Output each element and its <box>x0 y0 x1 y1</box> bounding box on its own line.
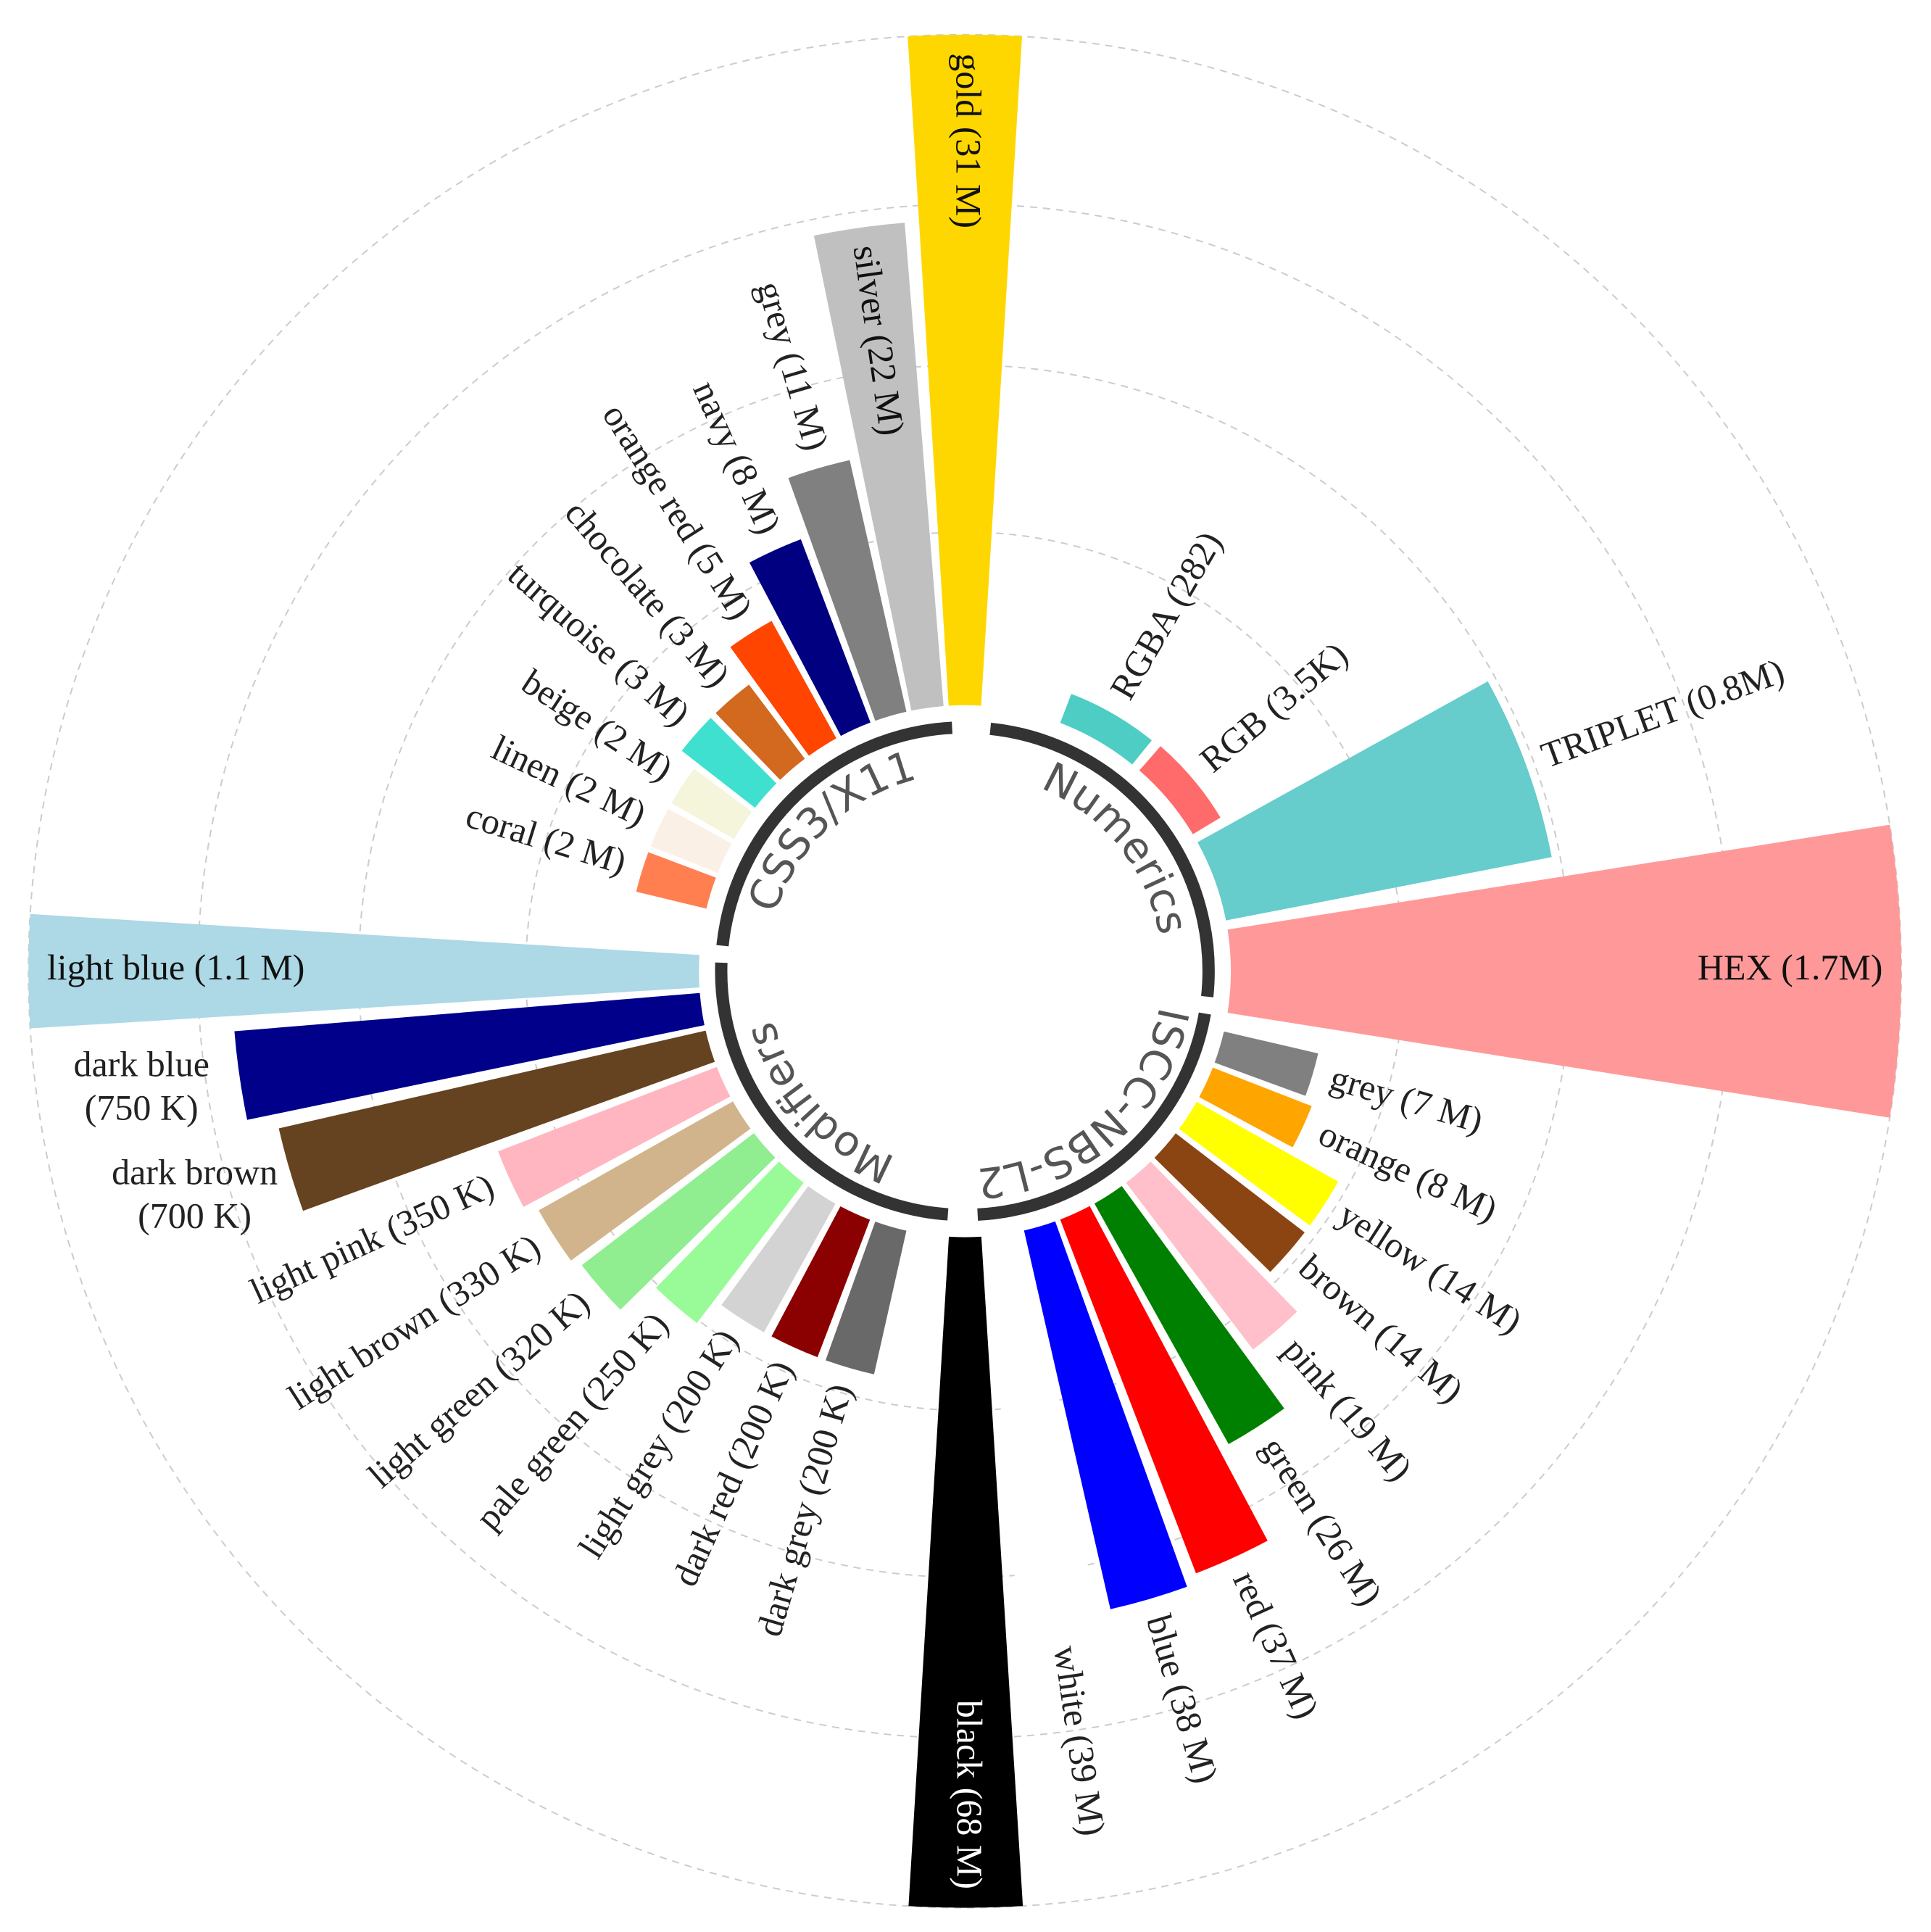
bar <box>1227 824 1902 1118</box>
bar-label: TRIPLET (0.8M) <box>1536 650 1790 776</box>
bar-label: dark blue (750 K) <box>73 1044 209 1128</box>
bar <box>650 808 732 874</box>
bar-label: RGBA (282) <box>1102 524 1230 706</box>
bar-label: gold (31 M) <box>949 53 989 228</box>
bar <box>813 223 944 711</box>
group-ring <box>716 721 953 947</box>
bar <box>1179 1101 1339 1226</box>
bar <box>771 1206 871 1358</box>
bar <box>826 1222 907 1375</box>
group-ring <box>715 962 949 1221</box>
group-ring <box>977 1012 1211 1221</box>
bar <box>28 913 699 1029</box>
bar <box>581 1133 776 1310</box>
bar <box>278 1030 715 1211</box>
bar-label: dark brown (700 K) <box>112 1152 278 1236</box>
bar <box>715 684 805 780</box>
bar-label: black (68 M) <box>950 1700 990 1889</box>
bar <box>1094 1185 1284 1445</box>
bar <box>788 460 907 721</box>
bar <box>1060 1206 1268 1574</box>
bar-label-line: (700 K) <box>138 1195 252 1236</box>
bar <box>656 1161 804 1324</box>
bar-label: white (39 M) <box>1046 1643 1113 1838</box>
bar <box>1154 1133 1305 1272</box>
bar-label-line: dark brown <box>112 1152 278 1193</box>
bar-label-line: dark blue <box>73 1044 209 1085</box>
bar <box>987 1231 1100 1633</box>
bar <box>498 1066 731 1207</box>
bar-label: RGB (3.5K) <box>1192 634 1355 780</box>
bar <box>681 718 777 808</box>
bar <box>908 34 1023 706</box>
bar <box>539 1101 751 1261</box>
bar <box>636 852 716 909</box>
bar <box>730 621 836 756</box>
group-ring <box>989 722 1215 998</box>
bar-label: light blue (1.1 M) <box>47 947 305 987</box>
bar-label: red (37 M) <box>1225 1565 1327 1725</box>
bar <box>234 992 705 1120</box>
bar <box>1126 1161 1297 1350</box>
bar-label: HEX (1.7M) <box>1698 947 1883 987</box>
bar <box>1214 1031 1319 1096</box>
bar <box>749 539 871 737</box>
bar <box>1060 694 1152 765</box>
bar-label: blue (38 M) <box>1139 1610 1226 1788</box>
bar-label: pale green (250 K) <box>468 1304 676 1537</box>
bar <box>1139 746 1221 834</box>
bar-label: grey (11 M) <box>749 277 837 455</box>
bar <box>1023 1221 1187 1609</box>
bar <box>671 768 752 839</box>
bar <box>721 1186 836 1332</box>
bar <box>1199 1067 1312 1148</box>
bar-label-line: (750 K) <box>85 1087 199 1128</box>
bar <box>1197 681 1552 921</box>
bar <box>908 1236 1023 1908</box>
